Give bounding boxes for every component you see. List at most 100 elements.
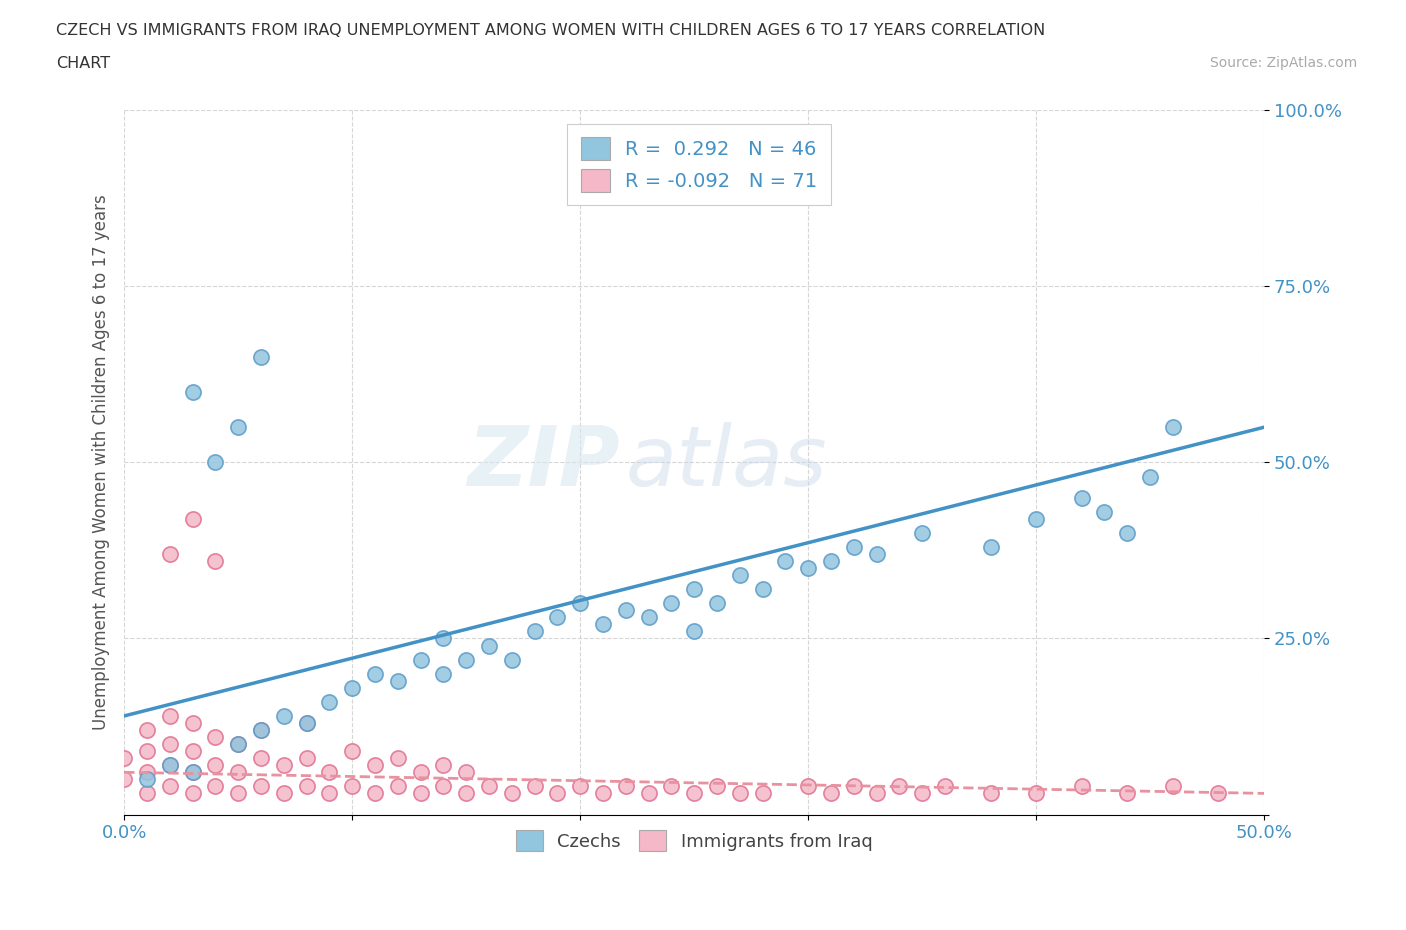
Point: [979, 539, 1001, 554]
Point: [159, 737, 181, 751]
Point: [432, 666, 454, 681]
Text: atlas: atlas: [626, 422, 827, 503]
Point: [546, 786, 568, 801]
Point: [592, 617, 614, 631]
Text: CZECH VS IMMIGRANTS FROM IRAQ UNEMPLOYMENT AMONG WOMEN WITH CHILDREN AGES 6 TO 1: CZECH VS IMMIGRANTS FROM IRAQ UNEMPLOYME…: [56, 23, 1046, 38]
Point: [659, 779, 682, 794]
Point: [637, 610, 659, 625]
Point: [797, 561, 820, 576]
Point: [1116, 525, 1139, 540]
Point: [1139, 469, 1161, 484]
Point: [250, 751, 273, 765]
Point: [204, 553, 226, 568]
Text: CHART: CHART: [56, 56, 110, 71]
Point: [569, 596, 592, 611]
Point: [683, 582, 706, 597]
Point: [226, 419, 249, 434]
Point: [409, 786, 432, 801]
Point: [136, 723, 159, 737]
Point: [728, 786, 751, 801]
Point: [181, 512, 204, 526]
Point: [911, 525, 934, 540]
Point: [592, 786, 614, 801]
Point: [273, 758, 295, 773]
Point: [204, 779, 226, 794]
Point: [318, 695, 340, 710]
Point: [340, 744, 363, 759]
Text: ZIP: ZIP: [467, 422, 620, 503]
Point: [112, 751, 135, 765]
Point: [523, 624, 546, 639]
Point: [501, 786, 523, 801]
Point: [751, 786, 773, 801]
Point: [501, 652, 523, 667]
Point: [432, 779, 454, 794]
Point: [295, 751, 318, 765]
Point: [295, 715, 318, 730]
Point: [295, 715, 318, 730]
Point: [226, 764, 249, 779]
Point: [637, 786, 659, 801]
Text: Source: ZipAtlas.com: Source: ZipAtlas.com: [1209, 56, 1357, 70]
Point: [1208, 786, 1230, 801]
Point: [204, 455, 226, 470]
Point: [1025, 786, 1047, 801]
Point: [136, 772, 159, 787]
Point: [387, 779, 409, 794]
Point: [204, 730, 226, 745]
Point: [340, 681, 363, 696]
Point: [842, 539, 865, 554]
Point: [409, 652, 432, 667]
Legend: Czechs, Immigrants from Iraq: Czechs, Immigrants from Iraq: [509, 823, 880, 858]
Point: [136, 786, 159, 801]
Point: [934, 779, 956, 794]
Point: [226, 737, 249, 751]
Point: [181, 764, 204, 779]
Point: [181, 385, 204, 400]
Point: [1070, 490, 1092, 505]
Point: [478, 638, 501, 653]
Point: [318, 764, 340, 779]
Point: [250, 723, 273, 737]
Point: [478, 779, 501, 794]
Point: [456, 786, 478, 801]
Point: [797, 779, 820, 794]
Point: [683, 624, 706, 639]
Point: [1161, 779, 1184, 794]
Point: [273, 709, 295, 724]
Point: [159, 779, 181, 794]
Point: [659, 596, 682, 611]
Point: [387, 751, 409, 765]
Point: [250, 350, 273, 365]
Point: [387, 673, 409, 688]
Point: [364, 758, 387, 773]
Point: [112, 772, 135, 787]
Point: [432, 631, 454, 646]
Point: [432, 758, 454, 773]
Point: [159, 547, 181, 562]
Point: [226, 786, 249, 801]
Point: [546, 610, 568, 625]
Point: [842, 779, 865, 794]
Point: [569, 779, 592, 794]
Y-axis label: Unemployment Among Women with Children Ages 6 to 17 years: Unemployment Among Women with Children A…: [93, 194, 110, 730]
Point: [523, 779, 546, 794]
Point: [979, 786, 1001, 801]
Point: [295, 779, 318, 794]
Point: [181, 744, 204, 759]
Point: [683, 786, 706, 801]
Point: [318, 786, 340, 801]
Point: [820, 553, 842, 568]
Point: [1094, 504, 1116, 519]
Point: [614, 603, 637, 618]
Point: [181, 715, 204, 730]
Point: [409, 764, 432, 779]
Point: [820, 786, 842, 801]
Point: [1116, 786, 1139, 801]
Point: [728, 567, 751, 582]
Point: [889, 779, 911, 794]
Point: [204, 758, 226, 773]
Point: [1161, 419, 1184, 434]
Point: [1070, 779, 1092, 794]
Point: [706, 596, 728, 611]
